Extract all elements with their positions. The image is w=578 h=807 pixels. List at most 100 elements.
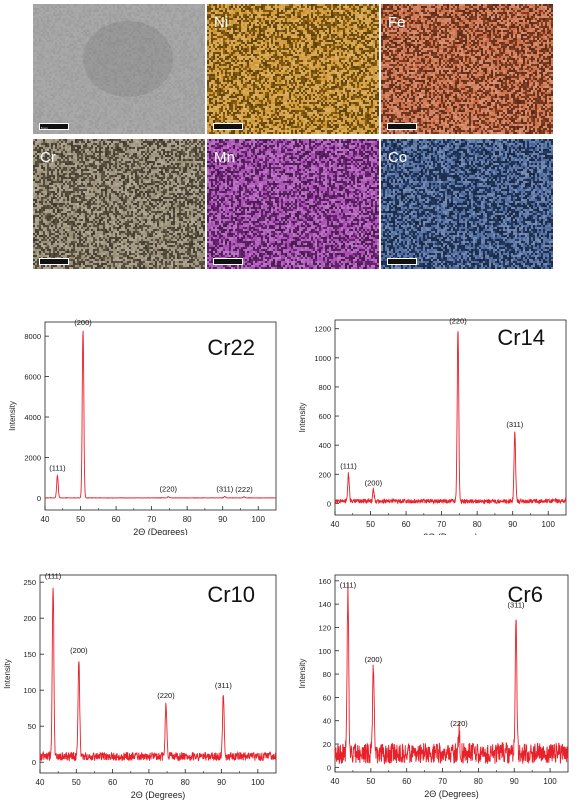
eds-tile-cr: Cr — [33, 139, 205, 269]
peak-label: (220) — [160, 485, 178, 494]
eds-tile-label: Ni — [214, 14, 228, 31]
peak-label: (200) — [70, 646, 88, 655]
x-tick-label: 70 — [147, 515, 156, 524]
xrd-svg: 4050607080901000200400600800100012002Θ (… — [290, 310, 578, 535]
y-tick-label: 400 — [318, 441, 331, 450]
scale-bar — [213, 258, 243, 265]
x-tick-label: 40 — [331, 777, 340, 786]
xrd-trace — [335, 582, 568, 764]
x-tick-label: 90 — [217, 778, 226, 787]
x-tick-label: 80 — [183, 515, 192, 524]
y-tick-label: 200 — [318, 470, 331, 479]
x-tick-label: 60 — [108, 778, 117, 787]
x-tick-label: 100 — [251, 778, 265, 787]
peak-label: (200) — [365, 655, 383, 664]
chart-title: Cr14 — [497, 325, 545, 350]
y-tick-label: 4000 — [24, 413, 41, 422]
peak-label: (220) — [450, 719, 468, 728]
y-tick-label: 0 — [327, 499, 331, 508]
x-axis-label: 2Θ (Degrees) — [133, 527, 188, 535]
y-axis-label: Intensity — [3, 659, 12, 689]
eds-tile-label: Fe — [388, 14, 406, 31]
x-tick-label: 80 — [473, 520, 482, 529]
y-axis-label: Intensity — [298, 403, 307, 433]
x-tick-label: 90 — [510, 777, 519, 786]
y-tick-label: 800 — [318, 383, 331, 392]
x-tick-label: 50 — [366, 520, 375, 529]
x-tick-label: 50 — [76, 515, 85, 524]
y-tick-label: 0 — [327, 763, 331, 772]
x-tick-label: 70 — [144, 778, 153, 787]
eds-tile-label: Co — [388, 149, 407, 166]
x-tick-label: 60 — [402, 520, 411, 529]
peak-label: (311) — [508, 600, 525, 609]
x-axis-label: 2Θ (Degrees) — [423, 532, 478, 535]
y-tick-label: 100 — [318, 647, 331, 656]
peak-label: (111) — [340, 462, 357, 471]
y-tick-label: 80 — [323, 670, 331, 679]
y-tick-label: 6000 — [24, 373, 41, 382]
peak-label: (111) — [45, 572, 62, 581]
peak-label: (311) — [216, 484, 233, 493]
peak-label: (311) — [215, 681, 232, 690]
eds-tile-fe: Fe — [381, 4, 553, 134]
peak-label: (222) — [235, 485, 253, 494]
x-tick-label: 50 — [366, 777, 375, 786]
y-tick-label: 8000 — [24, 332, 41, 341]
x-tick-label: 50 — [72, 778, 81, 787]
chart-title: Cr10 — [207, 582, 255, 607]
eds-texture — [381, 4, 553, 134]
scale-bar — [213, 123, 243, 130]
xrd-trace — [40, 588, 276, 761]
peak-label: (220) — [157, 691, 175, 700]
peak-label: (200) — [74, 318, 92, 327]
x-tick-label: 80 — [181, 778, 190, 787]
x-tick-label: 60 — [112, 515, 121, 524]
x-tick-label: 100 — [542, 520, 556, 529]
eds-tile-co: Co — [381, 139, 553, 269]
y-tick-label: 0 — [32, 758, 36, 767]
y-tick-label: 0 — [37, 494, 41, 503]
eds-tile-label: Mn — [214, 149, 235, 166]
y-tick-label: 50 — [28, 722, 36, 731]
peak-label: (220) — [449, 317, 467, 326]
y-tick-label: 60 — [323, 693, 331, 702]
scale-bar-label: 5 um — [41, 126, 48, 130]
x-tick-label: 40 — [331, 520, 340, 529]
eds-texture — [207, 4, 379, 134]
y-tick-label: 1000 — [314, 354, 331, 363]
y-axis-label: Intensity — [298, 659, 307, 689]
y-tick-label: 1200 — [314, 325, 331, 334]
x-tick-label: 80 — [474, 777, 483, 786]
y-tick-label: 200 — [23, 614, 36, 623]
y-tick-label: 600 — [318, 412, 331, 421]
eds-tile-label: Cr — [40, 149, 56, 166]
y-tick-label: 120 — [318, 623, 331, 632]
x-tick-label: 90 — [218, 515, 227, 524]
x-tick-label: 40 — [41, 515, 50, 524]
y-tick-label: 100 — [23, 686, 36, 695]
x-tick-label: 100 — [252, 515, 266, 524]
eds-map-grid: 5 um Ni Fe Cr Mn Co — [33, 4, 559, 272]
x-tick-label: 40 — [36, 778, 45, 787]
y-tick-label: 160 — [318, 577, 331, 586]
scale-bar — [387, 123, 417, 130]
x-tick-label: 90 — [508, 520, 517, 529]
peak-label: (200) — [365, 478, 383, 487]
eds-texture — [33, 139, 205, 269]
y-tick-label: 150 — [23, 650, 36, 659]
peak-label: (111) — [340, 580, 357, 589]
x-tick-label: 70 — [438, 777, 447, 786]
peak-label: (111) — [49, 464, 66, 473]
y-tick-label: 140 — [318, 600, 331, 609]
peak-label: (311) — [506, 420, 523, 429]
x-axis-label: 2Θ (Degrees) — [424, 789, 479, 799]
y-tick-label: 250 — [23, 578, 36, 587]
scale-bar — [387, 258, 417, 265]
y-tick-label: 2000 — [24, 453, 41, 462]
xrd-svg: 40 50 60 70 80 90 100 0 2000 4000 6000 8000 2Θ (Degr… — [0, 310, 290, 535]
